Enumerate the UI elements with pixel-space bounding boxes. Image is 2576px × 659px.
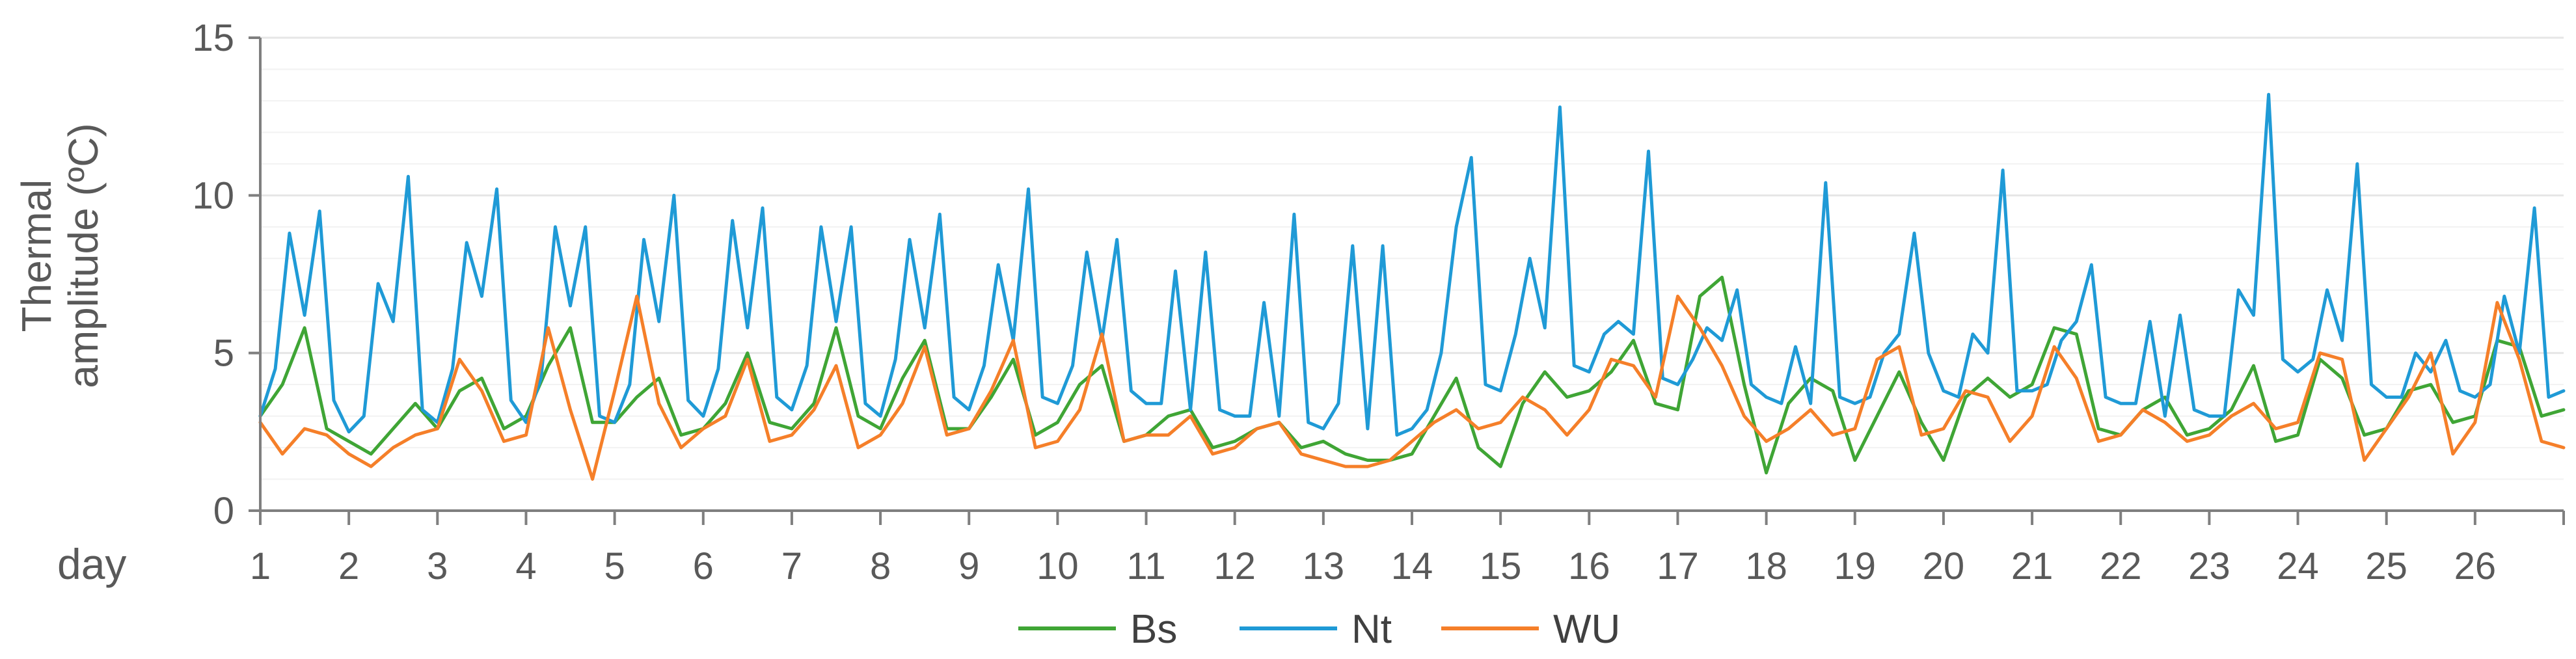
x-tick-label: 12 bbox=[1213, 545, 1256, 587]
legend-item-nt: Nt bbox=[1240, 607, 1392, 652]
y-axis-title-line1: Thermal bbox=[13, 180, 60, 332]
x-tick-label: 25 bbox=[2365, 545, 2407, 587]
x-tick-label: 18 bbox=[1745, 545, 1787, 587]
legend-label: Nt bbox=[1351, 607, 1392, 652]
x-tick-label: 11 bbox=[1126, 545, 1165, 587]
x-tick-label: 26 bbox=[2454, 545, 2497, 587]
x-tick-label: 7 bbox=[781, 545, 802, 587]
legend: Bs Nt WU bbox=[1018, 607, 1620, 652]
x-tick-label: 10 bbox=[1037, 545, 1079, 587]
y-tick-labels: 0 5 10 15 bbox=[192, 17, 260, 532]
x-tick-label: 6 bbox=[693, 545, 714, 587]
x-tick-label: 3 bbox=[427, 545, 448, 587]
x-tick-label: 9 bbox=[958, 545, 979, 587]
x-tick-label: 22 bbox=[2100, 545, 2142, 587]
x-tick-label: 14 bbox=[1391, 545, 1433, 587]
x-tick-label: 17 bbox=[1657, 545, 1699, 587]
series-line-nt bbox=[258, 92, 2566, 437]
x-tick-label: 4 bbox=[515, 545, 536, 587]
y-tick-label: 0 bbox=[213, 490, 234, 532]
x-tick-label: 21 bbox=[2011, 545, 2054, 587]
y-tick-label: 15 bbox=[192, 17, 234, 59]
x-tick-labels: 1 2 3 4 5 6 7 8 9 10 11 12 13 14 15 16 17 18 19 20 21 22 23 24 2… bbox=[250, 511, 2565, 587]
x-tick-label: 24 bbox=[2277, 545, 2319, 587]
legend-label: WU bbox=[1553, 607, 1620, 652]
x-tick-label: 5 bbox=[604, 545, 625, 587]
legend-item-wu: WU bbox=[1441, 607, 1620, 652]
y-axis-title-line2: amplitude (ºC) bbox=[60, 123, 107, 388]
x-tick-label: 20 bbox=[1923, 545, 1965, 587]
y-tick-label: 10 bbox=[192, 174, 234, 217]
x-tick-label: 2 bbox=[338, 545, 359, 587]
x-tick-label: 19 bbox=[1834, 545, 1877, 587]
x-tick-label: 8 bbox=[870, 545, 891, 587]
series-line-wu bbox=[258, 294, 2566, 481]
legend-item-bs: Bs bbox=[1018, 607, 1177, 652]
x-tick-label: 23 bbox=[2188, 545, 2230, 587]
series-line-bs bbox=[258, 275, 2566, 475]
x-tick-label: 1 bbox=[250, 545, 271, 587]
x-tick-label: 15 bbox=[1480, 545, 1522, 587]
x-axis-title: day bbox=[57, 540, 126, 588]
x-tick-label: 16 bbox=[1568, 545, 1610, 587]
gridlines bbox=[260, 36, 2564, 480]
x-tick-label: 13 bbox=[1303, 545, 1345, 587]
series-lines bbox=[258, 92, 2566, 481]
legend-label: Bs bbox=[1130, 607, 1177, 652]
y-tick-label: 5 bbox=[213, 332, 234, 375]
